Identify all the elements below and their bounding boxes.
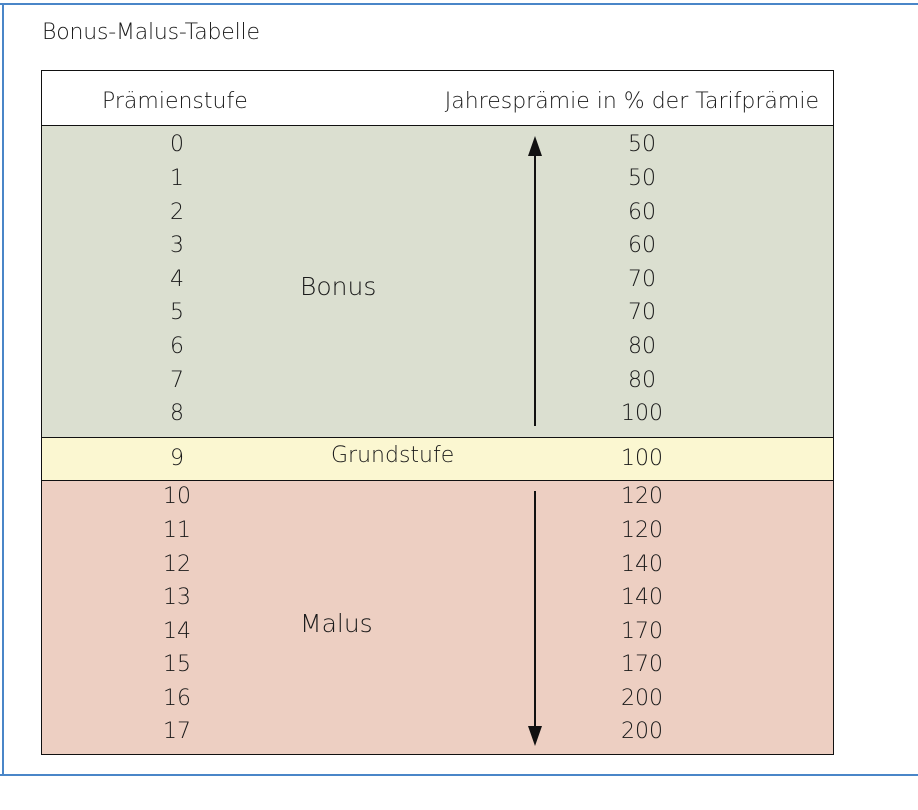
table-row-pct: 50 bbox=[628, 166, 656, 191]
arrow-up-icon bbox=[528, 136, 542, 156]
table-row-stufe: 7 bbox=[170, 368, 184, 393]
table-row-pct: 80 bbox=[628, 368, 656, 393]
bonus-section: 0 50 1 50 2 60 3 60 4 70 5 70 6 80 7 80 … bbox=[42, 126, 833, 438]
table-row-pct: 140 bbox=[621, 552, 663, 577]
table-row-stufe: 8 bbox=[170, 401, 184, 426]
table-row-stufe: 17 bbox=[163, 719, 191, 744]
table-row-pct: 170 bbox=[621, 652, 663, 677]
malus-section: 10 120 11 120 12 140 13 140 14 170 15 17… bbox=[42, 481, 833, 754]
table-row-stufe: 12 bbox=[163, 552, 191, 577]
bonus-label: Bonus bbox=[300, 272, 377, 301]
table-row-stufe: 14 bbox=[163, 619, 191, 644]
grundstufe-section: 9 Grundstufe 100 bbox=[42, 438, 833, 481]
grund-pct: 100 bbox=[621, 446, 663, 471]
grund-stufe: 9 bbox=[170, 446, 184, 471]
table-row-stufe: 3 bbox=[170, 233, 184, 258]
frame-left-border bbox=[2, 3, 4, 776]
table-row-pct: 70 bbox=[628, 267, 656, 292]
arrow-down-shaft bbox=[534, 491, 536, 727]
table-row-stufe: 10 bbox=[163, 484, 191, 509]
table-row-stufe: 6 bbox=[170, 334, 184, 359]
table-row-pct: 60 bbox=[628, 200, 656, 225]
table-row-pct: 120 bbox=[621, 484, 663, 509]
table-row-pct: 170 bbox=[621, 619, 663, 644]
table-row-stufe: 16 bbox=[163, 686, 191, 711]
arrow-up-shaft bbox=[534, 152, 536, 426]
table-row-pct: 70 bbox=[628, 300, 656, 325]
malus-label: Malus bbox=[300, 609, 373, 638]
table-row-pct: 200 bbox=[621, 686, 663, 711]
header-jahrespraemie: Jahresprämie in % der Tarifprämie bbox=[444, 89, 819, 114]
arrow-down-icon bbox=[528, 726, 542, 746]
table-row-stufe: 4 bbox=[170, 267, 184, 292]
table-row-pct: 140 bbox=[621, 585, 663, 610]
table-title: Bonus-Malus-Tabelle bbox=[42, 20, 260, 45]
table-row-stufe: 13 bbox=[163, 585, 191, 610]
frame-bottom-border bbox=[0, 774, 918, 776]
grundstufe-label: Grundstufe bbox=[331, 443, 455, 468]
table-row-stufe: 2 bbox=[170, 200, 184, 225]
header-praemienstufe: Prämienstufe bbox=[102, 89, 248, 114]
bonus-malus-table: Prämienstufe Jahresprämie in % der Tarif… bbox=[41, 70, 834, 755]
table-row-pct: 120 bbox=[621, 518, 663, 543]
table-row-stufe: 15 bbox=[163, 652, 191, 677]
table-row-stufe: 5 bbox=[170, 300, 184, 325]
table-row-pct: 100 bbox=[621, 401, 663, 426]
table-header-row: Prämienstufe Jahresprämie in % der Tarif… bbox=[42, 71, 833, 126]
table-row-pct: 60 bbox=[628, 233, 656, 258]
table-row-stufe: 1 bbox=[170, 166, 184, 191]
table-row-pct: 200 bbox=[621, 719, 663, 744]
table-row-stufe: 0 bbox=[170, 132, 184, 157]
table-row-pct: 80 bbox=[628, 334, 656, 359]
table-row-pct: 50 bbox=[628, 132, 656, 157]
table-row-stufe: 11 bbox=[163, 518, 191, 543]
frame-top-border bbox=[0, 3, 918, 5]
